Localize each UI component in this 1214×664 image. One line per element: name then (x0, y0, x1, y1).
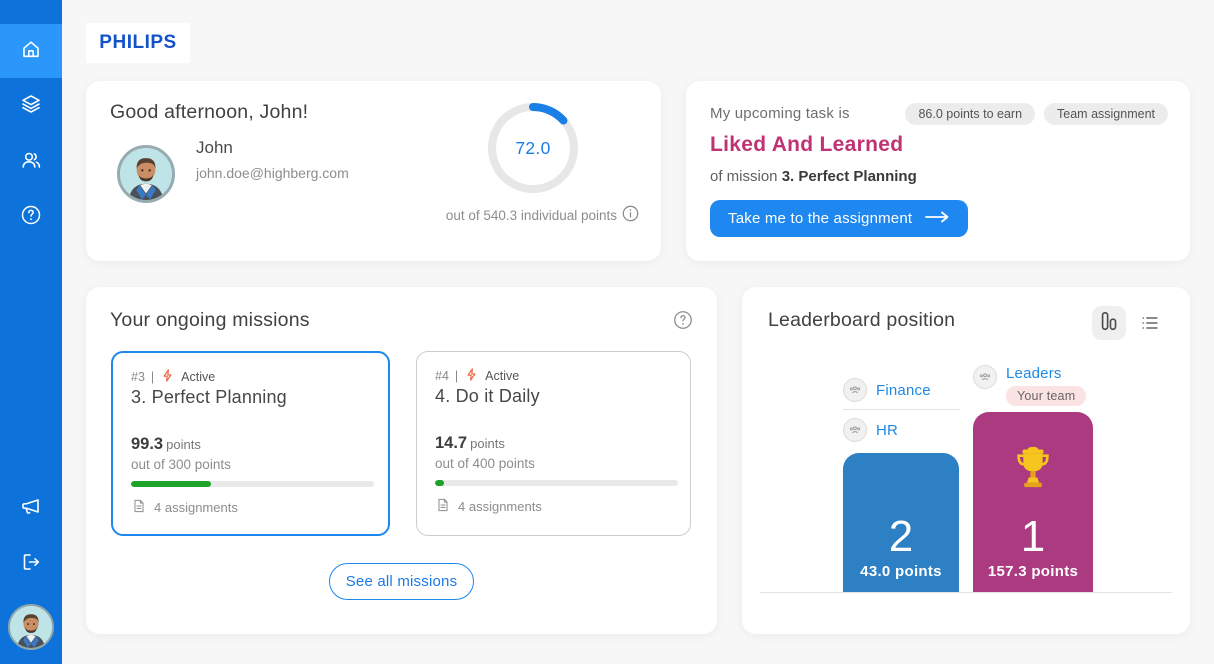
document-icon (131, 498, 147, 517)
task-badges: 86.0 points to earn Team assignment (905, 103, 1168, 125)
mission-name: 4. Do it Daily (435, 386, 540, 406)
sidebar-user-avatar[interactable] (8, 604, 54, 650)
team-row-leaders[interactable]: Leaders Your team (973, 365, 1087, 406)
mission-points-total: out of 300 points (131, 457, 231, 472)
mission-card-do-it-daily[interactable]: #4 | Active 4. Do it Daily 14.7 points ou… (416, 351, 691, 536)
team-name: Finance (876, 381, 931, 399)
team-divider (843, 409, 960, 410)
lightning-icon (160, 368, 175, 386)
mission-status: Active (485, 369, 520, 383)
meta-separator: | (454, 369, 459, 383)
podium-points: 43.0 points (860, 563, 942, 580)
philips-logo: PHILIPS (86, 23, 190, 63)
mission-progress-fill (435, 480, 444, 486)
points-caption: out of 540.3 individual points (446, 205, 639, 225)
missions-title: Your ongoing missions (110, 309, 310, 331)
upcoming-task-label: My upcoming task is (710, 105, 850, 122)
help-icon (19, 203, 43, 232)
task-mission-line: of mission 3. Perfect Planning (710, 168, 917, 185)
leaderboard-title: Leaderboard position (768, 309, 956, 331)
team-name: HR (876, 421, 899, 439)
megaphone-icon (19, 495, 43, 524)
mission-name: 3. Perfect Planning (131, 387, 287, 407)
mission-progress-bar (131, 481, 374, 487)
mission-points: 99.3 points (131, 435, 201, 453)
users-icon (19, 148, 43, 177)
team-row-finance[interactable]: Finance (843, 378, 931, 402)
arrow-right-icon (924, 210, 950, 227)
upcoming-task-card: My upcoming task is 86.0 points to earn … (686, 81, 1190, 261)
podium-position: 1 (1020, 511, 1046, 561)
mission-progress-fill (131, 481, 212, 487)
philips-wordmark: PHILIPS (99, 32, 177, 53)
podium-position: 2 (888, 511, 914, 561)
points-to-earn-badge: 86.0 points to earn (905, 103, 1036, 125)
user-name: John (196, 138, 233, 157)
mission-assignments: 4 assignments (435, 497, 542, 516)
podium-icon (1098, 310, 1120, 337)
document-icon (435, 497, 451, 516)
trophy-icon (1012, 446, 1054, 492)
greeting-card: Good afternoon, John! John john.doe@high… (86, 81, 661, 261)
team-avatar-icon (843, 378, 867, 402)
list-view-icon[interactable] (1140, 313, 1160, 333)
sidebar-item-missions[interactable] (0, 79, 62, 133)
mission-rank: #4 (435, 369, 449, 383)
team-avatar-icon (973, 365, 997, 389)
go-to-assignment-button[interactable]: Take me to the assignment (710, 200, 969, 237)
mission-status: Active (181, 370, 216, 384)
lightning-icon (464, 367, 479, 385)
user-email: john.doe@highberg.com (196, 165, 349, 181)
points-value: 72.0 (515, 137, 551, 158)
team-row-hr[interactable]: HR (843, 418, 898, 442)
mission-points-total: out of 400 points (435, 456, 535, 471)
sidebar-item-teams[interactable] (0, 135, 62, 189)
podium-view-toggle[interactable] (1092, 306, 1126, 340)
mission-assignments: 4 assignments (131, 498, 238, 517)
sidebar (0, 0, 62, 664)
podium-points: 157.3 points (987, 563, 1079, 580)
task-title: Liked And Learned (710, 133, 904, 156)
assignment-type-badge: Team assignment (1044, 103, 1168, 125)
mission-progress-bar (435, 480, 678, 486)
ongoing-missions-card: Your ongoing missions #3 | Active 3. Per… (86, 287, 717, 634)
logout-icon (19, 550, 43, 579)
your-team-badge: Your team (1006, 386, 1087, 406)
task-mission-name: 3. Perfect Planning (781, 168, 917, 185)
missions-help-icon[interactable] (672, 309, 694, 331)
sidebar-item-logout[interactable] (0, 537, 62, 591)
leaderboard-card: Leaderboard position Finance HR Leaders … (742, 287, 1190, 634)
home-icon (19, 37, 43, 66)
points-gauge (488, 103, 578, 193)
sidebar-item-help[interactable] (0, 190, 62, 244)
see-all-missions-button[interactable]: See all missions (329, 563, 474, 600)
info-icon[interactable] (622, 205, 639, 225)
user-avatar (117, 145, 175, 203)
team-avatar-icon (843, 418, 867, 442)
podium-baseline (760, 592, 1172, 593)
sidebar-item-home[interactable] (0, 24, 62, 78)
sidebar-item-announcements[interactable] (0, 482, 62, 536)
mission-meta: #3 | Active (131, 368, 215, 386)
mission-card-perfect-planning[interactable]: #3 | Active 3. Perfect Planning 99.3 poin… (111, 351, 390, 536)
team-name: Leaders (1006, 365, 1062, 382)
mission-meta: #4 | Active (435, 367, 519, 385)
mission-points: 14.7 points (435, 434, 505, 452)
podium-bar-second: 2 43.0 points (843, 453, 959, 592)
layers-icon (19, 92, 43, 121)
podium-bar-first: 1 157.3 points (973, 412, 1093, 592)
meta-separator: | (150, 370, 155, 384)
greeting-title: Good afternoon, John! (110, 101, 309, 123)
mission-rank: #3 (131, 370, 145, 384)
